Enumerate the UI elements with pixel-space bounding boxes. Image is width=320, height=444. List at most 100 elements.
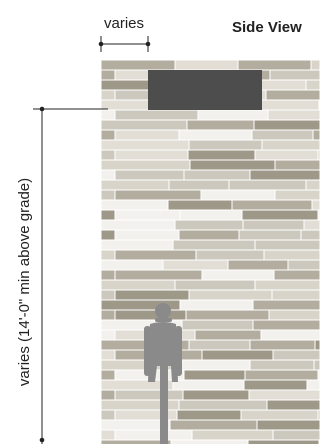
brick xyxy=(114,189,202,201)
brick xyxy=(114,129,180,141)
brick xyxy=(274,189,320,201)
brick xyxy=(188,289,273,301)
brick xyxy=(249,359,315,371)
brick xyxy=(100,139,190,151)
brick xyxy=(254,149,319,161)
sign-panel xyxy=(148,70,262,110)
brick xyxy=(100,229,116,241)
brick xyxy=(188,339,251,351)
brick xyxy=(100,149,116,161)
brick xyxy=(174,59,239,71)
brick xyxy=(312,129,320,141)
brick xyxy=(186,119,255,131)
brick xyxy=(100,369,116,381)
brick-wall-elevation xyxy=(100,59,320,444)
brick xyxy=(242,219,305,231)
brick xyxy=(305,79,320,91)
brick xyxy=(114,209,181,221)
width-dimension-label: varies xyxy=(104,15,144,32)
brick xyxy=(100,309,116,321)
brick xyxy=(252,299,320,311)
brick xyxy=(238,229,302,241)
brick xyxy=(100,429,116,441)
brick xyxy=(227,259,289,271)
brick xyxy=(265,89,320,101)
brick xyxy=(168,179,230,191)
brick xyxy=(170,439,249,444)
brick xyxy=(172,359,251,371)
brick xyxy=(310,59,320,71)
brick xyxy=(178,129,253,141)
brick xyxy=(300,229,320,241)
brick xyxy=(100,59,176,71)
brick xyxy=(271,289,320,301)
brick xyxy=(260,329,320,341)
brick xyxy=(100,219,176,231)
brick xyxy=(268,309,320,321)
brick xyxy=(197,109,269,121)
brick xyxy=(187,149,256,161)
brick xyxy=(179,299,254,311)
brick xyxy=(100,289,116,301)
brick xyxy=(249,169,320,181)
brick xyxy=(172,379,245,391)
brick xyxy=(263,249,320,261)
brick xyxy=(303,219,320,231)
brick xyxy=(231,199,313,211)
brick xyxy=(305,179,320,191)
brick xyxy=(167,199,233,211)
width-dimension-line xyxy=(98,36,151,52)
brick xyxy=(114,109,199,121)
brick xyxy=(176,409,242,421)
brick xyxy=(251,129,314,141)
brick xyxy=(100,349,116,361)
brick xyxy=(100,239,174,251)
height-dimension-line xyxy=(33,106,108,444)
brick xyxy=(237,59,312,71)
brick xyxy=(100,259,164,271)
brick xyxy=(306,379,320,391)
brick xyxy=(194,329,262,341)
brick xyxy=(172,239,256,251)
brick xyxy=(114,269,203,281)
brick xyxy=(267,109,320,121)
brick xyxy=(162,259,229,271)
brick xyxy=(243,379,308,391)
brick xyxy=(179,209,243,221)
brick xyxy=(100,329,116,341)
brick xyxy=(314,339,320,351)
brick xyxy=(188,139,263,151)
brick xyxy=(183,169,251,181)
brick xyxy=(100,189,116,201)
brick xyxy=(169,419,258,431)
brick xyxy=(100,409,116,421)
brick xyxy=(200,189,276,201)
brick xyxy=(178,399,268,411)
brick xyxy=(114,429,193,441)
brick xyxy=(114,289,190,301)
brick xyxy=(253,119,320,131)
brick xyxy=(311,199,320,211)
brick xyxy=(249,339,316,351)
brick xyxy=(100,279,176,291)
brick xyxy=(100,209,116,221)
brick xyxy=(272,349,320,361)
brick xyxy=(100,439,172,444)
brick xyxy=(100,69,116,81)
brick xyxy=(100,129,116,141)
brick xyxy=(272,429,320,441)
brick xyxy=(247,439,320,444)
brick xyxy=(114,229,180,241)
brick xyxy=(100,89,116,101)
brick xyxy=(100,179,170,191)
brick xyxy=(252,319,320,331)
brick xyxy=(254,279,320,291)
brick xyxy=(114,149,189,161)
brick xyxy=(100,419,171,431)
brick xyxy=(178,229,240,241)
brick xyxy=(114,249,197,261)
brick xyxy=(100,249,116,261)
diagram-title: Side View xyxy=(232,19,302,36)
brick xyxy=(100,389,116,401)
